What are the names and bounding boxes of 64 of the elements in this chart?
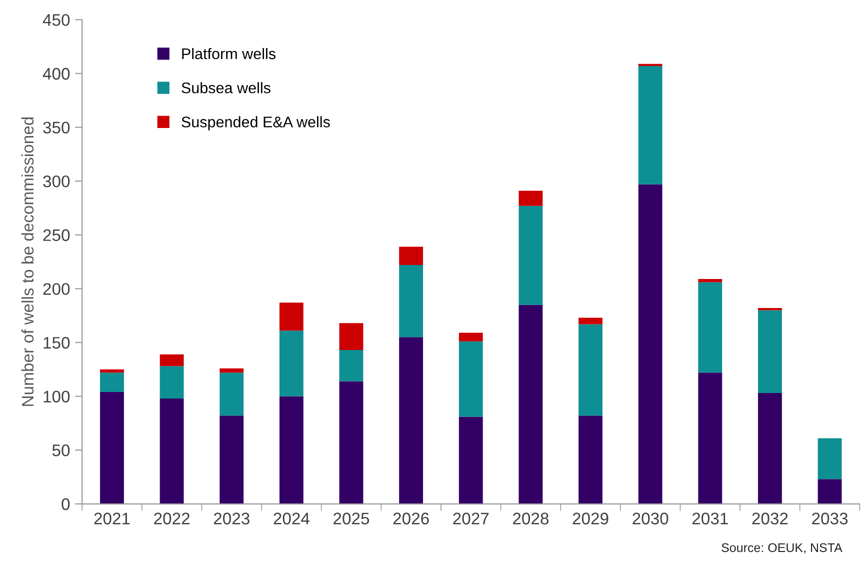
bar — [818, 438, 842, 480]
bar — [518, 190, 543, 206]
y-tick-label: 200 — [43, 283, 70, 295]
bar — [220, 416, 244, 504]
bar — [698, 372, 722, 504]
y-tick-label: 50 — [52, 444, 70, 456]
bar — [279, 302, 304, 331]
x-tick-label: 2023 — [214, 512, 250, 524]
x-tick-label: 2030 — [632, 512, 668, 524]
bar — [279, 396, 304, 504]
y-axis-title: Number of wells to be decommissioned — [21, 117, 34, 406]
bar — [160, 398, 184, 504]
bar — [339, 323, 364, 350]
bar — [220, 372, 244, 416]
bar — [638, 66, 662, 184]
y-tick-label: 300 — [43, 176, 70, 188]
bar — [578, 318, 602, 324]
bar — [578, 324, 602, 416]
x-tick-label: 2021 — [94, 512, 130, 524]
bar — [279, 330, 304, 396]
bar — [698, 282, 722, 373]
y-tick-label: 250 — [43, 229, 70, 242]
x-tick-label: 2032 — [752, 512, 788, 524]
bar — [399, 265, 424, 338]
y-tick-label: 350 — [43, 122, 70, 134]
bar — [758, 310, 782, 394]
bar — [698, 279, 722, 282]
bar — [339, 381, 364, 504]
legend-label: Subsea wells — [182, 82, 270, 94]
x-tick-label: 2026 — [393, 512, 429, 524]
legend-label: Suspended E&A wells — [182, 116, 330, 130]
bar — [100, 369, 124, 373]
bar — [458, 341, 483, 417]
bar — [518, 206, 543, 305]
x-tick-label: 2024 — [274, 512, 310, 524]
y-tick-label: 150 — [44, 336, 70, 349]
bar — [458, 332, 483, 342]
bar — [578, 416, 602, 504]
y-tick-label: 450 — [42, 14, 70, 26]
bar — [758, 393, 782, 504]
bar — [160, 366, 184, 398]
x-tick-label: 2029 — [572, 512, 608, 524]
x-tick-label: 2027 — [453, 512, 489, 524]
bar — [100, 392, 124, 504]
y-tick-label: 400 — [42, 68, 70, 80]
x-tick-label: 2025 — [334, 512, 370, 524]
bar — [399, 337, 424, 504]
x-tick-label: 2031 — [692, 512, 728, 524]
y-tick-label: 0 — [62, 498, 70, 510]
bar — [399, 246, 424, 266]
legend-label: Platform wells — [182, 48, 276, 60]
x-tick-label: 2028 — [512, 512, 549, 524]
bar — [818, 479, 842, 504]
bar — [518, 304, 543, 504]
bar — [638, 184, 662, 504]
bar — [339, 350, 364, 382]
bar — [220, 368, 244, 373]
source-note: Source: OEUK, NSTA — [722, 543, 842, 554]
bar — [458, 416, 483, 504]
x-tick-label: 2033 — [812, 512, 848, 524]
bar — [100, 372, 124, 392]
x-tick-label: 2022 — [154, 512, 190, 524]
bar — [160, 354, 184, 366]
y-tick-label: 100 — [44, 390, 70, 402]
